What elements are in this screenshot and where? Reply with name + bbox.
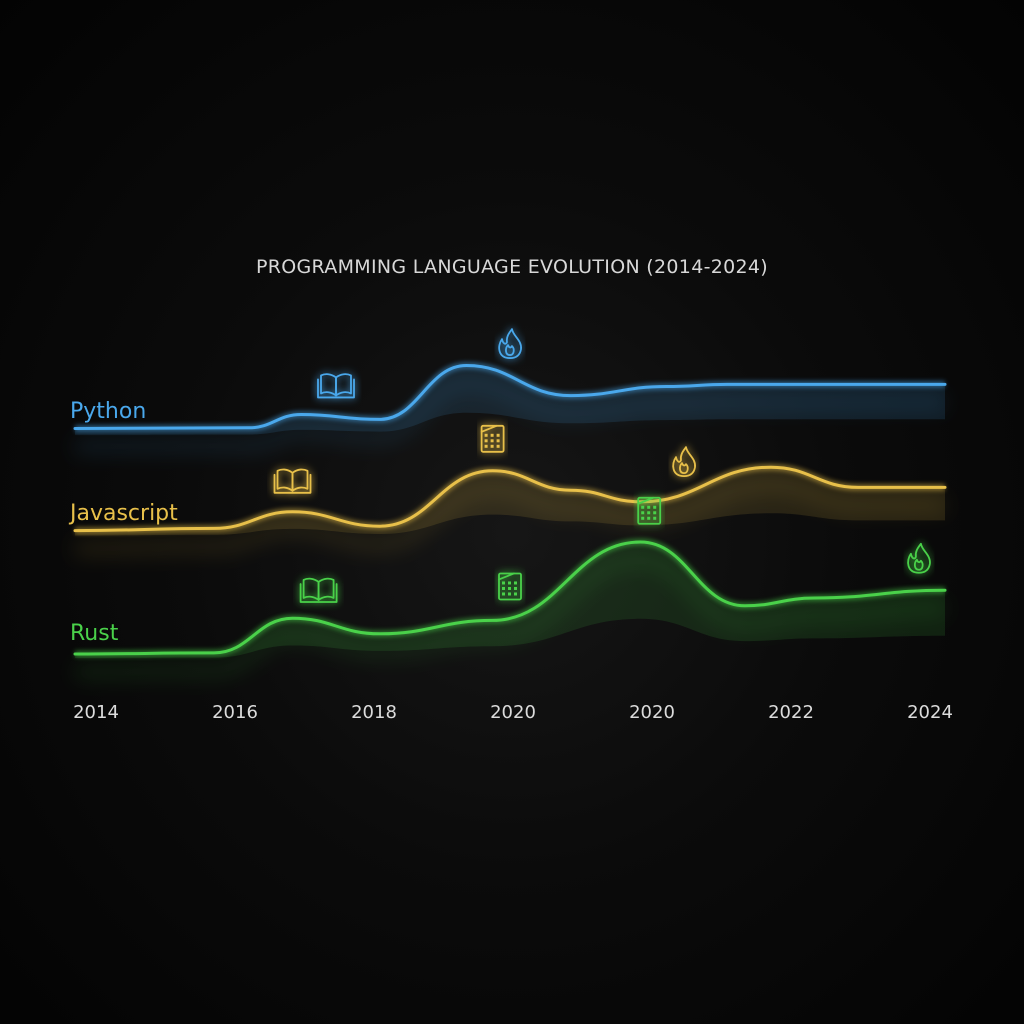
chart-title: PROGRAMMING LANGUAGE EVOLUTION (2014-202… — [256, 256, 768, 278]
series-layer: Python Javascript Rust — [68, 328, 947, 679]
series-line — [73, 363, 947, 430]
x-tick-label: 2018 — [351, 702, 397, 723]
series-reflection — [74, 478, 945, 556]
x-tick-label: 2022 — [768, 702, 814, 723]
series-python — [73, 361, 947, 454]
x-tick-label: 2016 — [212, 702, 258, 723]
building-icon — [480, 424, 505, 453]
fire-icon — [672, 446, 696, 478]
series-label: Rust — [70, 621, 119, 646]
series-reflection — [74, 552, 946, 679]
series-ribbon — [75, 542, 945, 658]
building-icon — [498, 572, 522, 601]
book-icon — [299, 577, 338, 603]
x-tick-label: 2014 — [73, 702, 119, 723]
series-line — [73, 540, 947, 656]
series-ribbon — [75, 467, 945, 536]
series-label: Javascript — [68, 501, 178, 526]
x-tick-label: 2020 — [629, 702, 675, 723]
series-rust — [73, 538, 947, 679]
book-icon — [273, 468, 312, 494]
x-tick-label: 2024 — [907, 702, 953, 723]
x-tick-label: 2020 — [490, 702, 536, 723]
series-javascript — [73, 463, 947, 556]
building-icon — [637, 496, 662, 525]
series-line — [73, 465, 947, 533]
series-label: Python — [70, 399, 146, 424]
fire-icon — [498, 328, 522, 359]
book-icon — [317, 373, 355, 399]
x-axis: 2014 2016 2018 2020 2020 2022 2024 — [73, 702, 953, 723]
series-reflection — [74, 376, 945, 454]
fire-icon — [907, 542, 931, 574]
